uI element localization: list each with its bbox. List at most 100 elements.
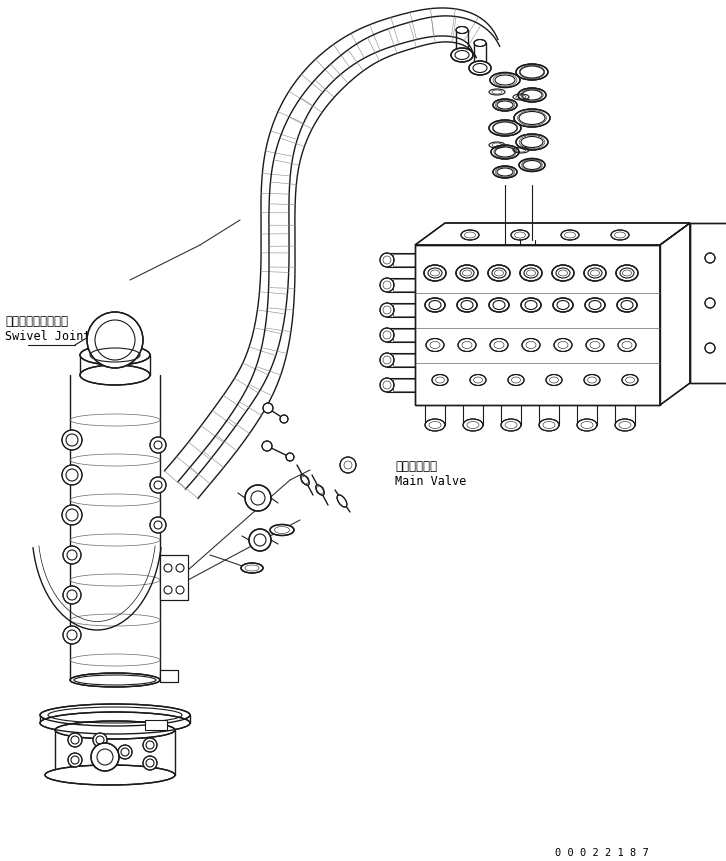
Ellipse shape [425, 298, 445, 312]
Ellipse shape [611, 230, 629, 240]
Circle shape [150, 437, 166, 453]
Ellipse shape [617, 298, 637, 312]
Ellipse shape [55, 721, 175, 739]
Ellipse shape [456, 265, 478, 281]
Ellipse shape [380, 378, 394, 392]
Ellipse shape [488, 265, 510, 281]
Circle shape [249, 529, 271, 551]
Ellipse shape [615, 419, 635, 431]
Bar [160, 555, 188, 600]
Ellipse shape [474, 40, 486, 46]
Circle shape [62, 505, 82, 525]
Circle shape [245, 485, 271, 511]
Circle shape [62, 465, 82, 485]
Polygon shape [178, 15, 499, 499]
Ellipse shape [424, 265, 446, 281]
Polygon shape [415, 223, 690, 245]
Ellipse shape [519, 158, 545, 171]
Ellipse shape [469, 61, 491, 75]
Ellipse shape [577, 419, 597, 431]
Circle shape [143, 756, 157, 770]
Ellipse shape [514, 109, 550, 127]
Ellipse shape [553, 298, 573, 312]
Ellipse shape [616, 265, 638, 281]
Ellipse shape [561, 230, 579, 240]
Ellipse shape [470, 375, 486, 386]
Circle shape [68, 733, 82, 747]
Ellipse shape [426, 338, 444, 351]
Bar [415, 245, 660, 405]
Ellipse shape [463, 419, 483, 431]
Ellipse shape [552, 265, 574, 281]
Ellipse shape [520, 265, 542, 281]
Circle shape [63, 586, 81, 604]
Text: Swivel Joint: Swivel Joint [5, 330, 91, 343]
Ellipse shape [501, 419, 521, 431]
Ellipse shape [456, 27, 468, 34]
Text: スイベルジョイント: スイベルジョイント [5, 315, 68, 328]
Ellipse shape [521, 298, 541, 312]
Ellipse shape [539, 419, 559, 431]
Ellipse shape [461, 230, 479, 240]
Circle shape [143, 738, 157, 752]
Circle shape [262, 441, 272, 451]
Circle shape [91, 743, 119, 771]
Circle shape [150, 477, 166, 493]
Ellipse shape [518, 88, 546, 102]
Ellipse shape [80, 345, 150, 365]
Circle shape [93, 755, 107, 769]
Bar [393, 279, 415, 291]
Ellipse shape [546, 375, 562, 386]
Circle shape [340, 457, 356, 473]
Circle shape [63, 546, 81, 564]
Bar [393, 254, 415, 266]
Ellipse shape [493, 99, 517, 111]
Ellipse shape [508, 375, 524, 386]
Ellipse shape [40, 704, 190, 726]
Ellipse shape [457, 298, 477, 312]
Ellipse shape [489, 298, 509, 312]
Ellipse shape [70, 673, 160, 687]
Ellipse shape [337, 495, 347, 507]
Ellipse shape [380, 253, 394, 267]
Polygon shape [660, 223, 690, 405]
Ellipse shape [516, 64, 548, 80]
Circle shape [150, 517, 166, 533]
Ellipse shape [380, 303, 394, 317]
Circle shape [705, 343, 715, 353]
Ellipse shape [451, 48, 473, 62]
Text: 0 0 0 2 2 1 8 7: 0 0 0 2 2 1 8 7 [555, 848, 649, 858]
Ellipse shape [516, 134, 548, 150]
Ellipse shape [490, 338, 508, 351]
Ellipse shape [80, 365, 150, 385]
Ellipse shape [491, 145, 519, 159]
Ellipse shape [490, 72, 520, 88]
Ellipse shape [316, 485, 325, 495]
Bar [145, 720, 167, 730]
Circle shape [263, 403, 273, 413]
Ellipse shape [301, 474, 309, 486]
Ellipse shape [380, 353, 394, 367]
Text: Main Valve: Main Valve [395, 475, 466, 488]
Bar [393, 354, 415, 366]
Circle shape [705, 253, 715, 263]
Circle shape [87, 312, 143, 368]
Ellipse shape [622, 375, 638, 386]
Circle shape [118, 745, 132, 759]
Circle shape [63, 626, 81, 644]
Text: メインバルブ: メインバルブ [395, 460, 437, 473]
Polygon shape [165, 8, 498, 489]
Circle shape [68, 753, 82, 767]
Ellipse shape [522, 338, 540, 351]
Ellipse shape [584, 375, 600, 386]
Ellipse shape [489, 120, 521, 136]
Bar [393, 379, 415, 391]
Ellipse shape [270, 524, 294, 536]
Ellipse shape [618, 338, 636, 351]
Circle shape [280, 415, 288, 423]
Ellipse shape [380, 328, 394, 342]
Bar [415, 245, 660, 405]
Circle shape [705, 298, 715, 308]
Bar [393, 329, 415, 341]
Ellipse shape [241, 563, 263, 573]
